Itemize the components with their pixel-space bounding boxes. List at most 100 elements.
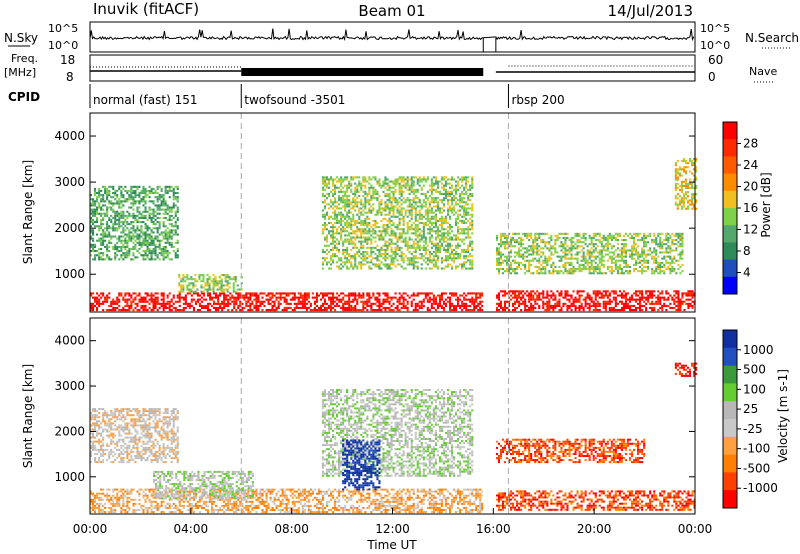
echo-cell <box>532 251 535 254</box>
echo-cell <box>592 290 595 293</box>
echo-cell <box>444 228 447 231</box>
echo-cell <box>328 217 331 220</box>
echo-cell <box>136 304 139 307</box>
echo-cell <box>386 188 389 191</box>
echo-cell <box>126 254 129 257</box>
echo-cell <box>392 207 395 210</box>
echo-cell <box>114 302 117 305</box>
echo-cell <box>398 296 401 299</box>
echo-cell <box>380 255 383 258</box>
echo-cell <box>126 245 129 248</box>
echo-cell <box>271 292 274 295</box>
echo-cell <box>128 237 131 240</box>
echo-cell <box>221 309 224 312</box>
echo-cell <box>449 178 452 181</box>
echo-cell <box>328 221 331 224</box>
echo-cell <box>422 248 425 251</box>
echo-cell <box>356 190 359 193</box>
echo-cell <box>594 257 597 260</box>
echo-cell <box>410 302 413 305</box>
echo-cell <box>360 207 363 210</box>
echo-cell <box>455 201 458 204</box>
echo-cell <box>598 241 601 244</box>
echo-cell <box>438 209 441 212</box>
echo-cell <box>442 192 445 195</box>
echo-cell <box>430 304 433 307</box>
echo-cell <box>370 309 373 312</box>
echo-cell <box>124 298 127 301</box>
echo-cell <box>530 292 533 295</box>
echo-cell <box>406 230 409 233</box>
echo-cell <box>130 196 133 199</box>
echo-cell <box>325 257 328 260</box>
echo-cell <box>637 294 640 297</box>
echo-cell <box>386 265 389 268</box>
echo-cell <box>497 251 500 254</box>
echo-cell <box>130 185 133 188</box>
echo-cell <box>206 280 209 283</box>
echo-cell <box>354 203 357 206</box>
echo-cell <box>321 188 324 191</box>
echo-cell <box>402 197 405 200</box>
echo-cell <box>643 296 646 299</box>
echo-cell <box>528 239 531 242</box>
echo-cell <box>334 300 337 303</box>
echo-cell <box>554 251 557 254</box>
echo-cell <box>362 180 365 183</box>
echo-cell <box>469 309 472 312</box>
echo-cell <box>388 306 391 309</box>
echo-cell <box>477 292 480 295</box>
echo-cell <box>582 268 585 271</box>
echo-cell <box>426 306 429 309</box>
echo-cell <box>108 225 111 228</box>
echo-cell <box>438 248 441 251</box>
echo-cell <box>453 213 456 216</box>
echo-cell <box>582 263 585 266</box>
echo-cell <box>455 294 458 297</box>
echo-cell <box>96 300 99 303</box>
echo-cell <box>406 224 409 227</box>
echo-cell <box>364 221 367 224</box>
echo-cell <box>287 292 290 295</box>
echo-cell <box>655 302 658 305</box>
echo-cell <box>132 248 135 251</box>
echo-cell <box>406 197 409 200</box>
echo-cell <box>293 306 296 309</box>
echo-cell <box>447 265 450 268</box>
echo-cell <box>661 306 664 309</box>
echo-cell <box>408 178 411 181</box>
echo-cell <box>336 298 339 301</box>
echo-cell <box>120 254 123 257</box>
echo-cell <box>390 242 393 245</box>
echo-cell <box>471 263 474 266</box>
echo-cell <box>162 252 165 255</box>
echo-cell <box>321 213 324 216</box>
echo-cell <box>558 255 561 258</box>
noise-trace <box>89 28 695 52</box>
echo-cell <box>408 244 411 247</box>
echo-cell <box>360 188 363 191</box>
echo-cell <box>372 224 375 227</box>
echo-cell <box>374 309 377 312</box>
echo-cell <box>422 244 425 247</box>
echo-cell <box>451 230 454 233</box>
echo-cell <box>449 253 452 256</box>
echo-cell <box>451 199 454 202</box>
echo-cell <box>400 199 403 202</box>
echo-cell <box>540 241 543 244</box>
echo-cell <box>402 300 405 303</box>
echo-cell <box>404 232 407 235</box>
echo-cell <box>436 259 439 262</box>
echo-cell <box>295 302 298 305</box>
echo-cell <box>673 302 676 305</box>
echo-cell <box>503 309 506 312</box>
echo-cell <box>402 201 405 204</box>
echo-cell <box>295 296 298 299</box>
echo-cell <box>221 300 224 303</box>
echo-cell <box>444 244 447 247</box>
echo-cell <box>348 232 351 235</box>
echo-cell <box>467 228 470 231</box>
echo-cell <box>580 259 583 262</box>
echo-cell <box>449 300 452 303</box>
echo-cell <box>104 185 107 188</box>
